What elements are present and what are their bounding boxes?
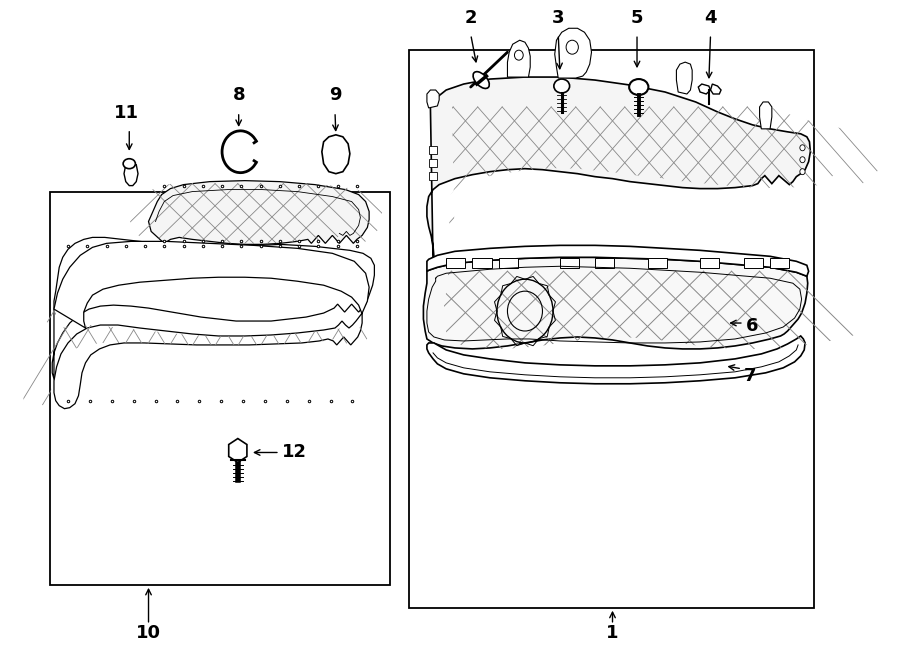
Bar [560, 258, 580, 268]
Polygon shape [54, 241, 369, 408]
Text: 5: 5 [631, 9, 644, 27]
Polygon shape [52, 237, 374, 385]
Bar [50, 192, 390, 585]
Polygon shape [427, 336, 806, 384]
Bar [428, 159, 437, 167]
Circle shape [800, 157, 806, 163]
Text: 9: 9 [328, 86, 341, 104]
Polygon shape [760, 102, 772, 129]
Polygon shape [677, 62, 692, 94]
Bar [446, 258, 465, 268]
Polygon shape [554, 28, 591, 78]
Polygon shape [427, 90, 439, 108]
Text: 2: 2 [464, 9, 477, 27]
Bar [770, 258, 789, 268]
Bar [472, 258, 491, 268]
Text: 7: 7 [743, 367, 756, 385]
Bar [410, 50, 814, 608]
Circle shape [800, 169, 806, 175]
Bar [499, 258, 518, 268]
Polygon shape [148, 180, 369, 245]
Text: 6: 6 [745, 317, 758, 335]
Text: 3: 3 [552, 9, 564, 27]
Polygon shape [711, 84, 721, 94]
Bar [647, 258, 667, 268]
Bar [743, 258, 763, 268]
Polygon shape [698, 84, 711, 94]
Polygon shape [427, 77, 810, 261]
Polygon shape [322, 135, 350, 174]
Ellipse shape [629, 79, 648, 95]
Polygon shape [427, 245, 808, 276]
Circle shape [515, 50, 523, 60]
Bar [595, 258, 615, 268]
Ellipse shape [123, 159, 135, 169]
Circle shape [566, 40, 579, 54]
Polygon shape [423, 257, 807, 349]
Polygon shape [508, 40, 530, 77]
Text: 4: 4 [705, 9, 716, 27]
Ellipse shape [554, 79, 570, 93]
Bar [700, 258, 719, 268]
Bar [428, 146, 437, 154]
Bar [428, 172, 437, 180]
Text: 12: 12 [282, 444, 307, 461]
Text: 8: 8 [232, 86, 245, 104]
Text: 1: 1 [607, 624, 619, 642]
Text: 11: 11 [114, 104, 140, 122]
Polygon shape [124, 165, 138, 186]
Circle shape [800, 145, 806, 151]
Text: 10: 10 [136, 624, 161, 642]
Ellipse shape [473, 71, 490, 89]
